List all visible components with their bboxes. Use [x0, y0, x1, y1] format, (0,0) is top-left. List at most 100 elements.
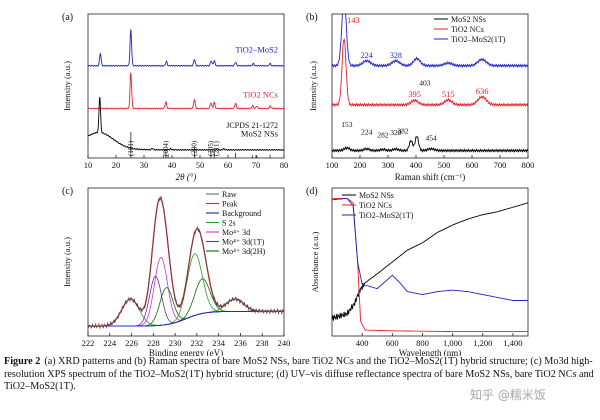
panel-d-label: (d): [306, 186, 318, 197]
panel-b-blue-peak-label: 328: [390, 51, 402, 60]
panel-d-legend-label: TiO2 NCs: [359, 201, 392, 210]
panel-b-xtick-label: 200: [354, 160, 367, 170]
panel-c-component-curve: [88, 298, 284, 327]
panel-c-xtick-label: 234: [212, 338, 226, 348]
panel-a-hkl-label: (200): [190, 140, 198, 156]
caption-text: (a) XRD patterns and (b) Raman spectra o…: [4, 356, 594, 392]
panel-c-xtick-label: 224: [103, 338, 117, 348]
panel-a-series-line: [87, 72, 285, 110]
panel-b-black-peak-label: 454: [425, 133, 437, 142]
panel-a-hkl-label: (105): [207, 140, 215, 156]
panel-d-xtick-label: 1,000: [443, 338, 462, 348]
panel-b-black-peak-label: 224: [361, 127, 373, 136]
panel-b-legend-label: TiO2 NCs: [451, 25, 484, 34]
panel-a-xtick-label: 50: [196, 160, 205, 170]
panel-b-series-line: [332, 14, 528, 69]
panel-b-xtick-label: 400: [410, 160, 423, 170]
panel-a-frame: [87, 13, 285, 159]
panel-c-legend-label: Mo⁴⁺ 3d(2H): [222, 247, 266, 256]
panel-c-ylabel: Intensity (a.u.): [62, 237, 72, 287]
panel-a-xtick-label: 30: [140, 160, 149, 170]
panel-c-xtick-label: 226: [125, 338, 138, 348]
panel-c-xtick-label: 222: [82, 338, 95, 348]
panel-b-series-line: [332, 38, 528, 108]
panel-b-black-peak-label: 153: [341, 120, 353, 129]
panel-d-xtick-label: 600: [386, 338, 399, 348]
panel-b-red-peak-label: 515: [442, 89, 455, 99]
panel-b-legend-label: MoS2 NSs: [451, 15, 486, 24]
panel-c-legend-label: Raw: [222, 190, 237, 199]
panel-d-legend-label: TiO2–MoS2(1T): [359, 211, 414, 220]
panel-b-frame: [331, 13, 529, 159]
panel-d-series-line: [332, 197, 528, 333]
panel-b-xtick-label: 800: [522, 160, 535, 170]
panel-a-jcpds-label: JCPDS 21-1272: [226, 121, 278, 130]
panel-b-red-peak-label: 143: [347, 15, 360, 25]
panel-b-black-peak-label: 282: [377, 130, 389, 139]
panel-c-xtick-label: 238: [256, 338, 269, 348]
panel-d-xlabel: Wavelength (nm): [399, 348, 462, 356]
panel-c-xtick-label: 236: [234, 338, 247, 348]
panel-d-xtick-label: 1,200: [473, 338, 492, 348]
panel-a-xtick-label: 80: [280, 160, 289, 170]
panel-c-xtick-label: 230: [169, 338, 182, 348]
panel-c-legend-label: S 2s: [222, 219, 236, 228]
panel-a-xtick-label: 70: [252, 160, 261, 170]
panel-b-black-peak-label: 382: [397, 127, 409, 136]
panel-d-series-line: [331, 202, 529, 321]
panel-a-xlabel: 2θ (°): [176, 172, 197, 182]
panel-b-red-peak-label: 395: [408, 89, 421, 99]
panel-b-xlabel: Raman shift (cm⁻¹): [395, 172, 465, 182]
panel-c-xlabel: Binding energy (eV): [149, 348, 223, 356]
figure-caption: Figure 2 (a) XRD patterns and (b) Raman s…: [4, 356, 596, 394]
panel-c-component-curve: [88, 298, 284, 327]
panel-a-series-line: [87, 96, 285, 151]
panel-a-label-tio2-mos2: TiO2–MoS2: [235, 44, 278, 54]
panel-c-label: (c): [62, 186, 73, 197]
panel-a-xtick-label: 60: [224, 160, 233, 170]
panel-c-legend-label: Mo⁴⁺ 3d: [222, 228, 250, 237]
panel-b-series-line: [332, 136, 528, 153]
panel-a-label-mos2: MoS2 NSs: [241, 128, 278, 138]
panel-c-xtick-label: 228: [147, 338, 160, 348]
panel-b-legend-label: TiO2–MoS2(1T): [451, 35, 506, 44]
panel-b-xtick-label: 700: [494, 160, 507, 170]
panel-b-black-peak-label: 403: [419, 79, 431, 88]
panel-b-black-peak-label: 328: [390, 128, 402, 137]
panel-d-ylabel: Absorbance (a.u.): [310, 232, 320, 293]
panel-d-xtick-label: 400: [356, 338, 369, 348]
panel-a-xtick-label: 10: [84, 160, 93, 170]
panel-c-xtick-label: 240: [278, 338, 291, 348]
panel-c-legend-label: Peak: [222, 200, 238, 209]
panel-b-xtick-label: 100: [326, 160, 339, 170]
panel-c-raw-curve: [87, 195, 284, 330]
panel-c-background-line: [88, 310, 284, 327]
panel-c-legend-label: Mo⁴⁺ 3d(1T): [222, 238, 265, 247]
panel-b-ylabel: Intensity (a.u.): [308, 61, 318, 111]
watermark: 知乎 @糯米饭: [470, 388, 546, 402]
panel-d-frame: [331, 187, 529, 337]
panel-a-hkl-label: (211): [212, 140, 220, 156]
panel-c-frame: [87, 187, 285, 337]
caption-label: Figure 2: [4, 356, 41, 367]
panel-b-label: (b): [306, 12, 318, 23]
panel-c-legend-label: Background: [222, 209, 261, 218]
panel-a-series-line: [87, 29, 285, 67]
panel-a-label: (a): [62, 12, 73, 23]
figure-canvas: (a) Intensity (a.u.) 10 20 30 40 50 60 70 80 2θ (°…: [62, 12, 535, 358]
panel-a-label-tio2: TiO2 NCs: [243, 89, 278, 99]
panel-c-component-curve: [88, 287, 284, 327]
panel-d-series-line: [332, 197, 528, 301]
panel-b-red-peak-label: 636: [476, 86, 489, 96]
panel-b-xtick-label: 600: [466, 160, 479, 170]
panel-a-xtick-label: 40: [168, 160, 177, 170]
panel-d-xtick-label: 1,400: [503, 338, 522, 348]
panel-c-xtick-label: 232: [191, 338, 204, 348]
panel-a-hkl-label: (101): [127, 140, 135, 156]
panel-a-hkl-label: (004): [162, 140, 170, 156]
panel-b-xtick-label: 500: [438, 160, 451, 170]
panel-d-legend-label: MoS2 NSs: [359, 191, 394, 200]
panel-d-xtick-label: 800: [416, 338, 429, 348]
panel-b-xtick-label: 300: [382, 160, 395, 170]
panel-b-plot-area: [332, 14, 528, 153]
